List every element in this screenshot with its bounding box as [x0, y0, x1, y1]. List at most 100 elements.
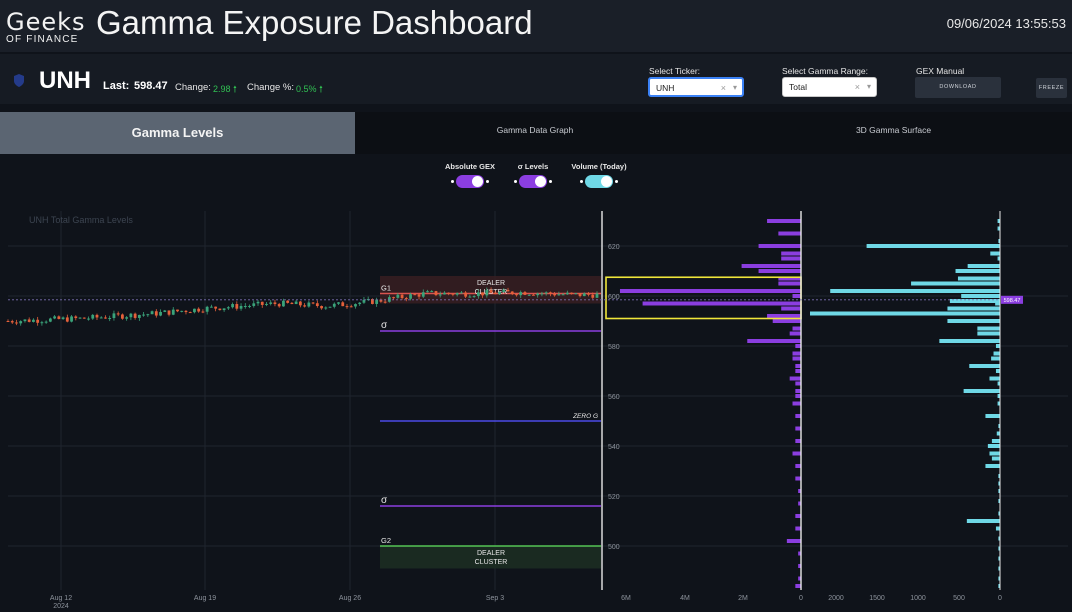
candle-body: [341, 302, 345, 307]
candle-body: [112, 313, 116, 319]
gex-bar: [795, 439, 801, 443]
absolute-gex-toggle[interactable]: Absolute GEX: [440, 162, 500, 188]
candle-body: [371, 299, 374, 304]
candle-body: [129, 313, 133, 318]
volume-bar: [961, 294, 1000, 298]
volume-bar: [997, 219, 1000, 223]
tab-bar: Gamma Levels Gamma Data Graph 3D Gamma S…: [0, 112, 1072, 154]
volume-bar: [989, 376, 1000, 381]
gamma-range-select[interactable]: Total × ▾: [782, 77, 877, 97]
y-tick-label: 560: [608, 394, 620, 401]
candle-body: [557, 294, 561, 296]
candle-body: [481, 292, 484, 296]
volume-bar: [977, 331, 1000, 336]
tab-gamma-data-graph[interactable]: Gamma Data Graph: [496, 125, 574, 135]
candle-body: [447, 292, 451, 294]
candle-body: [472, 296, 476, 298]
gex-bar: [795, 344, 801, 348]
candle-body: [404, 298, 408, 300]
candle-body: [121, 314, 124, 319]
ticker-select[interactable]: UNH × ▾: [648, 77, 744, 97]
candle-body: [324, 307, 328, 309]
candle-body: [362, 299, 366, 303]
candle-body: [36, 319, 40, 323]
candle-body: [595, 293, 599, 298]
clear-icon[interactable]: ×: [720, 83, 726, 93]
last-price-tag: [1001, 295, 1023, 304]
clear-icon[interactable]: ×: [854, 82, 860, 92]
volume-bar: [967, 264, 1000, 268]
candle-body: [493, 292, 497, 295]
candle-body: [44, 321, 48, 323]
candle-body: [87, 318, 90, 320]
volume-bar: [991, 456, 1000, 461]
candle-body: [476, 292, 480, 297]
volume-bar: [996, 431, 1000, 436]
gex-bar: [798, 489, 801, 493]
download-button[interactable]: DOWNLOAD: [915, 77, 1001, 98]
candle-body: [354, 304, 357, 307]
candle-body: [273, 302, 277, 305]
volume-bar: [810, 311, 1000, 316]
candle-body: [226, 307, 230, 309]
logo-main-text: Geeks: [6, 8, 86, 36]
gex-tick-label: 6M: [621, 595, 631, 602]
candle-body: [460, 292, 463, 294]
toggle-label: Volume (Today): [571, 162, 627, 171]
volume-today-toggle[interactable]: Volume (Today): [568, 162, 630, 188]
candle-body: [587, 293, 590, 295]
volume-bar: [991, 356, 1000, 361]
gamma-levels-chart[interactable]: UNH Total Gamma Levels G1 σ ZERO G σ G2 DEALE…: [0, 206, 1072, 612]
gex-bar: [767, 314, 801, 318]
chart-title: UNH Total Gamma Levels: [29, 215, 133, 225]
x-tick-label: Aug 26: [339, 595, 361, 602]
gamma-level-label: σ: [381, 320, 388, 331]
volume-bar: [998, 576, 1000, 581]
tab-gamma-levels[interactable]: Gamma Levels: [0, 112, 355, 154]
toggle-switch[interactable]: [451, 175, 489, 188]
candle-body: [400, 294, 404, 299]
candle-body: [328, 306, 332, 308]
gamma-range-select-value: Total: [789, 82, 807, 92]
candle-body: [78, 317, 82, 319]
candle-body: [434, 291, 438, 296]
shield-icon: [14, 74, 24, 87]
gex-bar: [772, 319, 801, 323]
volume-bar: [947, 306, 1000, 311]
candle-body: [23, 319, 27, 322]
volume-bar: [997, 394, 1000, 398]
candle-body: [205, 306, 209, 312]
chevron-down-icon[interactable]: ▾: [732, 83, 737, 92]
gex-bar: [792, 326, 801, 331]
candle-body: [426, 291, 429, 293]
candle-body: [286, 300, 290, 303]
candle-body: [193, 308, 196, 313]
candle-body: [48, 318, 52, 322]
candle-body: [10, 321, 14, 323]
candle-body: [99, 317, 103, 319]
candle-body: [70, 316, 73, 322]
gex-bar: [792, 401, 801, 406]
volume-bar: [998, 511, 1000, 516]
candle-body: [311, 302, 315, 304]
candle-body: [146, 314, 150, 316]
candle-body: [171, 309, 175, 315]
candle-body: [515, 294, 518, 296]
chevron-down-icon[interactable]: ▾: [866, 82, 871, 91]
volume-bar: [998, 584, 1000, 588]
volume-bar: [995, 301, 1000, 306]
toggle-switch[interactable]: [514, 175, 552, 188]
gex-bar: [792, 294, 801, 298]
toggle-switch[interactable]: [580, 175, 618, 188]
tab-3d-gamma-surface[interactable]: 3D Gamma Surface: [855, 125, 932, 135]
freeze-button[interactable]: FREEZE: [1036, 78, 1067, 98]
y-tick-label: 580: [608, 344, 620, 351]
last-price-label: Last:: [103, 80, 130, 92]
sigma-levels-toggle[interactable]: σ Levels: [508, 162, 558, 188]
candle-body: [176, 309, 179, 312]
gex-manual-label: GEX Manual: [916, 66, 965, 76]
gex-bar: [758, 269, 801, 273]
gex-bar: [795, 381, 801, 386]
candle-body: [133, 313, 137, 318]
gex-bar: [795, 464, 801, 468]
